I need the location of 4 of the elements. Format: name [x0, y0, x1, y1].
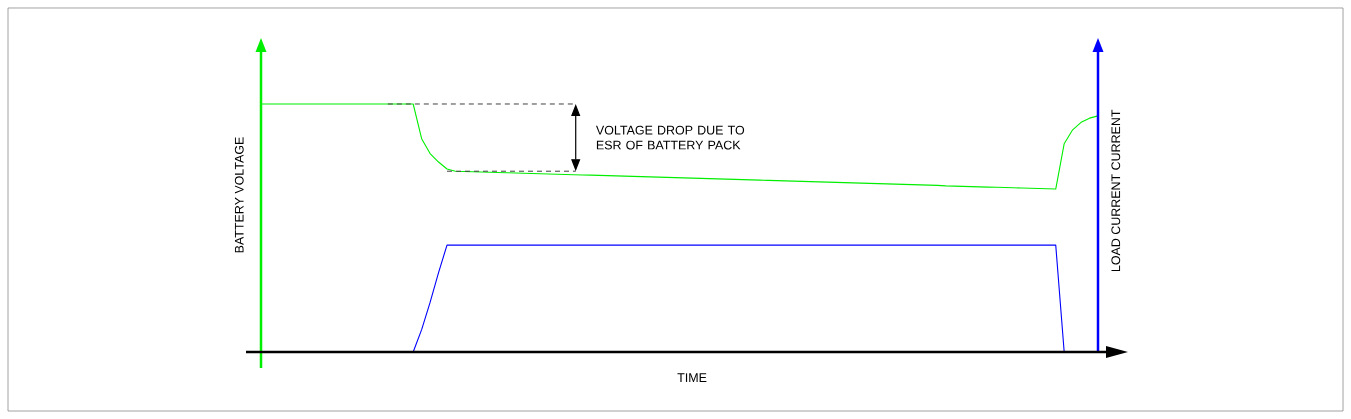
y-axis-title: BATTERY VOLTAGE — [234, 137, 244, 253]
y2-axis-title: LOAD CURRENT CURRENT — [1111, 109, 1121, 272]
annotation: VOLTAGE DROP DUE TO ESR OF BATTERY PACK — [595, 125, 745, 150]
x-axis-title: TIME — [677, 373, 707, 382]
